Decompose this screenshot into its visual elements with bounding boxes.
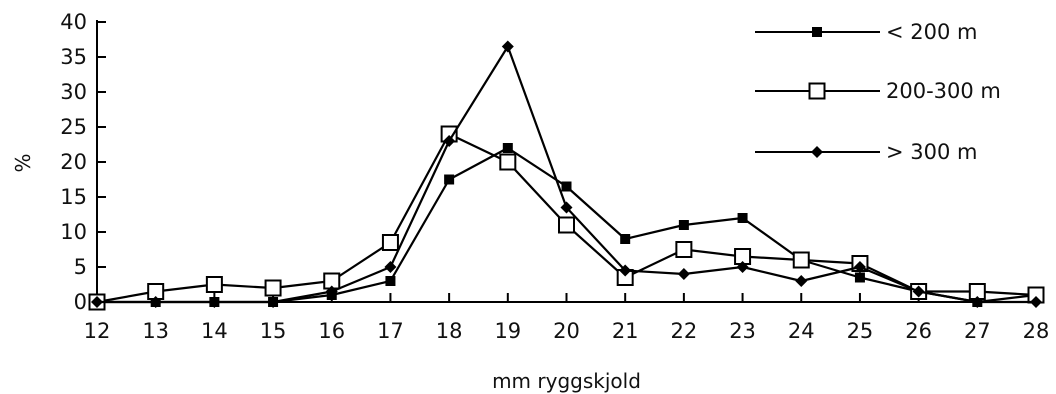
axes: 0 5 10 15 20 25 30 35 40 12 13 14 15 16 17 18 19 20 21 22 23… [60,10,1049,343]
data-point [385,276,396,286]
data-point [91,296,103,308]
x-tick-label: 18 [436,319,463,343]
data-point [558,216,575,234]
y-tick-label: 15 [60,185,87,209]
x-tick-label: 14 [201,319,228,343]
data-point [444,174,455,185]
y-tick-label: 20 [60,150,87,174]
data-point [677,268,690,280]
x-tick-label: 27 [964,319,991,343]
series-layer [88,40,1045,311]
data-point [499,153,517,171]
y-tick-label: 10 [60,220,87,244]
x-tick-label: 23 [729,319,756,343]
data-point [1030,296,1042,308]
data-point [620,234,631,244]
x-tick-label: 12 [84,319,111,343]
x-tick-label: 20 [553,319,580,343]
x-tick-label: 19 [494,319,521,343]
data-point [149,296,162,308]
data-point [561,181,572,192]
x-tick-label: 24 [788,319,815,343]
legend-item-1: < 200 m [755,20,978,44]
series-2 [88,125,1045,311]
x-tick-label: 15 [260,319,287,343]
data-point [443,135,456,147]
legend-label: 200-300 m [886,79,1001,103]
y-tick-label: 30 [60,80,87,104]
legend-label: < 200 m [886,20,978,44]
data-point [736,261,749,273]
x-tick-label: 22 [671,319,698,343]
data-point [560,201,573,214]
x-tick-label: 21 [612,319,639,343]
series-3 [91,40,1042,308]
data-point [853,261,866,273]
data-point [502,143,513,153]
x-tick-label: 13 [142,319,169,343]
data-point [795,275,808,287]
data-point [501,40,514,53]
y-tick-label: 5 [74,255,87,279]
data-point [325,285,338,298]
data-point [619,264,632,277]
data-point [854,272,865,283]
y-tick-label: 25 [60,115,87,139]
legend-item-2: 200-300 m [755,79,1001,103]
data-point [267,296,280,308]
data-point [737,213,748,223]
y-tick-label: 40 [60,10,87,34]
data-point [205,276,223,293]
data-point [208,296,221,308]
legend: < 200 m 200-300 m > 300 m [755,20,1001,164]
legend-item-3: > 300 m [755,140,978,164]
data-point [264,279,282,297]
x-tick-label: 28 [1023,319,1050,343]
y-tick-label: 35 [60,45,87,69]
legend-marker [808,82,826,100]
legend-label: > 300 m [886,140,978,164]
x-tick-label: 25 [847,319,874,343]
x-tick-label: 16 [318,319,345,343]
data-point [912,285,925,298]
data-point [678,220,689,230]
data-point [384,261,397,273]
data-point [792,251,810,269]
x-axis-title: mm ryggskjold [492,369,641,393]
x-tick-label: 17 [377,319,404,343]
legend-marker [812,27,822,37]
x-tick-label: 26 [905,319,932,343]
data-point [971,296,984,308]
legend-marker [811,146,823,158]
y-axis-title: % [11,153,35,172]
data-point [381,234,399,251]
y-tick-label: 0 [74,290,87,314]
data-point [675,241,693,258]
